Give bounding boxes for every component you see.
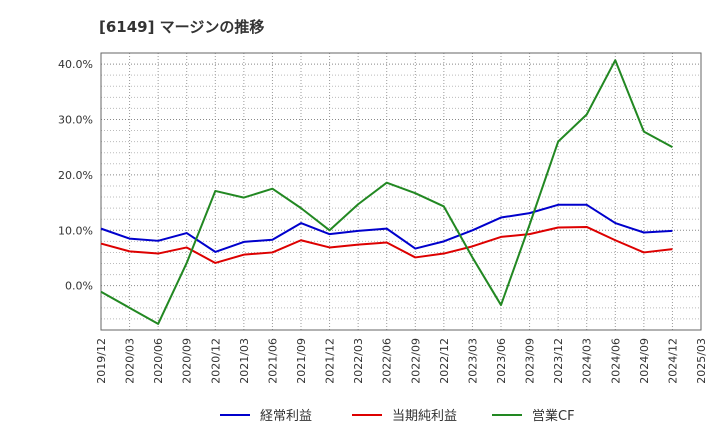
x-tick-label: 2022/06: [381, 338, 394, 384]
x-tick-label: 2024/03: [581, 338, 594, 384]
series-line-1: [100, 225, 673, 264]
y-tick-label: 0.0%: [65, 280, 93, 293]
x-tick-label: 2024/12: [666, 338, 679, 384]
x-tick-label: 2021/06: [266, 338, 279, 384]
x-tick-label: 2021/12: [324, 338, 337, 384]
x-tick-label: 2019/12: [95, 338, 108, 384]
x-tick-label: 2020/03: [124, 338, 137, 384]
y-tick-label: 40.0%: [58, 58, 93, 71]
legend-label: 営業CF: [532, 408, 575, 424]
x-tick-label: 2024/06: [609, 338, 622, 384]
series-line-2: [100, 59, 673, 325]
x-tick-label: 2023/06: [495, 338, 508, 384]
x-tick-label: 2020/12: [209, 338, 222, 384]
x-tick-label: 2024/09: [638, 338, 651, 384]
x-tick-label: 2021/09: [295, 338, 308, 384]
x-tick-label: 2022/09: [409, 338, 422, 384]
chart-title: [6149] マージンの推移: [99, 18, 265, 36]
x-tick-label: 2022/12: [438, 338, 451, 384]
plot-frame: [100, 52, 702, 331]
x-tick-label: 2020/09: [181, 338, 194, 384]
x-tick-label: 2025/03: [695, 338, 708, 384]
x-tick-label: 2020/06: [152, 338, 165, 384]
series-line-0: [100, 203, 673, 253]
x-tick-label: 2021/03: [238, 338, 251, 384]
x-axis-tick-labels: 2019/12 2020/03 2020/06 2020/09 2020/12 2021/…: [95, 338, 708, 384]
vertical-gridlines: [100, 53, 702, 330]
legend-label: 経常利益: [260, 409, 312, 424]
series-lines: [100, 59, 673, 325]
y-tick-label: 10.0%: [58, 224, 93, 237]
y-tick-label: 20.0%: [58, 169, 93, 182]
horizontal-gridlines: [101, 52, 701, 331]
y-tick-label: 30.0%: [58, 113, 93, 126]
y-axis-tick-labels: 0.0% 10.0% 20.0% 30.0% 40.0%: [58, 58, 93, 293]
x-tick-label: 2023/12: [552, 338, 565, 384]
legend-label: 当期純利益: [392, 409, 457, 424]
x-tick-label: 2022/03: [352, 338, 365, 384]
x-tick-label: 2023/09: [524, 338, 537, 384]
x-tick-label: 2023/03: [466, 338, 479, 384]
legend: 経常利益 当期純利益 営業CF: [220, 408, 575, 424]
